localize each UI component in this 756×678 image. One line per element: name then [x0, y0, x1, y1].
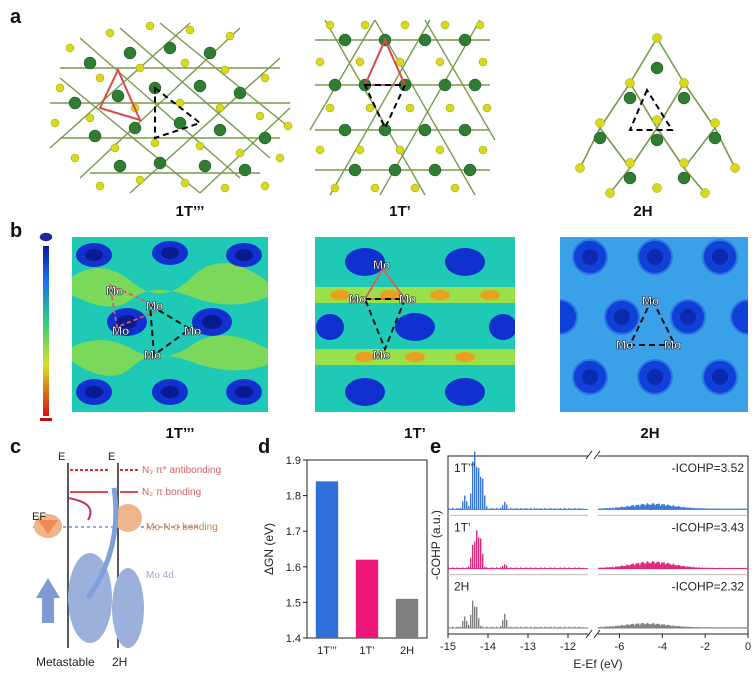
mo-label: Mo [399, 292, 416, 306]
axis-break-mark [585, 629, 593, 639]
cohp-curve-3 [448, 600, 749, 628]
2h-label: 2H [112, 655, 127, 669]
y-tick-label: 1.7 [286, 526, 301, 538]
metastable-label: Metastable [36, 655, 95, 669]
y-axis-label: -COHP (a.u.) [430, 510, 443, 580]
x-axis-label: E-Ef (eV) [573, 657, 622, 671]
axis-break-mark [593, 629, 601, 639]
bar-chart: 1.4 1.5 1.6 1.7 1.8 1.9 ΔGN (eV) 1T’’’ 1T’ 2H [262, 455, 428, 657]
mo-label: Mo [184, 324, 201, 338]
panel-label-d: d [258, 436, 271, 458]
x-tick-label: -6 [615, 641, 625, 653]
axis-break-mark [585, 450, 593, 460]
dashed-unit-triangle [628, 87, 674, 131]
mo-label: Mo [642, 294, 659, 308]
mo-label: Mo [373, 258, 390, 272]
y-tick-label: 1.8 [286, 491, 301, 503]
y-tick-label: 1.4 [286, 633, 301, 645]
pi-bonding-label: N₂ π bonding [142, 487, 201, 498]
scale-top-cap [38, 231, 54, 243]
structure-label-1t1: 1T’ [389, 203, 411, 220]
structure-label-1t3: 1T’’’ [175, 203, 205, 220]
lattice-bonds [49, 22, 291, 194]
antibonding-label: N₂ π* antibonding [142, 465, 221, 476]
bar-1 [315, 481, 339, 638]
cohp-chart: 1T’’’ -ICOHP=3.52 1T’ -ICOHP=3.43 2H -ICOHP=2… [430, 450, 751, 671]
scale-bottom-cap [40, 418, 52, 421]
x-tick-label: -2 [700, 641, 710, 653]
y-axis-label: ΔGN (eV) [262, 523, 276, 575]
icohp-value: -ICOHP=3.43 [672, 520, 745, 534]
x-tick-label: 1T’ [359, 645, 374, 657]
charge-map-1t1: Mo Mo Mo Mo [315, 237, 515, 412]
bar-2 [355, 559, 379, 638]
x-tick-label: 2H [400, 645, 414, 657]
icohp-value: -ICOHP=3.52 [672, 461, 745, 475]
structure-1t3-view [49, 21, 293, 194]
mo-label: Mo [146, 299, 163, 313]
mo-label: Mo [664, 338, 681, 352]
lattice-bonds [579, 37, 736, 194]
row-label: 2H [454, 580, 469, 594]
bar-3 [395, 598, 419, 638]
color-scale-bar [38, 231, 54, 421]
molybdenum-atoms [328, 33, 482, 177]
mo-4d-label: Mo 4d [146, 570, 174, 581]
structure-label-2h: 2H [633, 203, 653, 220]
y-tick-label: 1.5 [286, 597, 301, 609]
sulfur-atoms [50, 21, 293, 193]
charge-map-2h: Mo Mo Mo [560, 237, 748, 412]
mo-label: Mo [144, 348, 161, 362]
row-label: 1T’ [454, 520, 471, 534]
y-tick-label: 1.6 [286, 562, 301, 574]
density-label-1t3: 1T’’’ [165, 425, 195, 442]
density-label-1t1: 1T’ [404, 425, 426, 442]
x-tick-label: -12 [560, 641, 576, 653]
x-tick-label: 1T’’’ [317, 645, 337, 657]
energy-axis-label-left: E [58, 451, 65, 463]
panel-label-b: b [10, 220, 23, 242]
dashed-unit-triangle [363, 84, 407, 131]
axis-break-mark [593, 450, 601, 460]
y-tick-label: 1.9 [286, 455, 301, 467]
cohp-curve-2 [448, 530, 749, 569]
icohp-value: -ICOHP=2.32 [672, 580, 745, 594]
x-tick-label: 0 [745, 641, 751, 653]
panel-label-e: e [430, 436, 442, 458]
mo-n-bonding-label: Mo-N σ bonding [146, 522, 218, 533]
mo-label: Mo [112, 324, 129, 338]
structure-2h-view [575, 33, 740, 198]
molybdenum-atoms [593, 61, 722, 185]
mo-label: Mo [349, 292, 366, 306]
dashed-unit-triangle [154, 85, 203, 140]
structure-1t1-view [309, 19, 496, 196]
row-label: 1T’’’ [454, 461, 476, 475]
sulfur-atoms [315, 20, 492, 193]
mo-label: Mo [616, 338, 633, 352]
panel-label-a: a [10, 6, 22, 28]
axis-break-gap [588, 453, 598, 637]
red-cluster-outline [98, 67, 142, 122]
cohp-curve-1 [448, 451, 749, 510]
orbital-diagram: E E EF N₂ π* antibonding N₂ π bonding Mo… [32, 451, 221, 669]
mo-label: Mo [106, 284, 123, 298]
x-tick-label: -15 [440, 641, 456, 653]
x-tick-label: -4 [657, 641, 667, 653]
sulfur-atoms [575, 33, 740, 198]
energy-axis-label-right: E [108, 451, 115, 463]
panel-label-c: c [10, 436, 22, 458]
x-tick-label: -14 [480, 641, 496, 653]
x-tick-label: -13 [520, 641, 536, 653]
fermi-level-label: EF [32, 511, 46, 523]
charge-map-1t3: Mo Mo Mo Mo Mo [72, 237, 268, 412]
density-label-2h: 2H [640, 425, 660, 442]
mo-label: Mo [373, 348, 390, 362]
